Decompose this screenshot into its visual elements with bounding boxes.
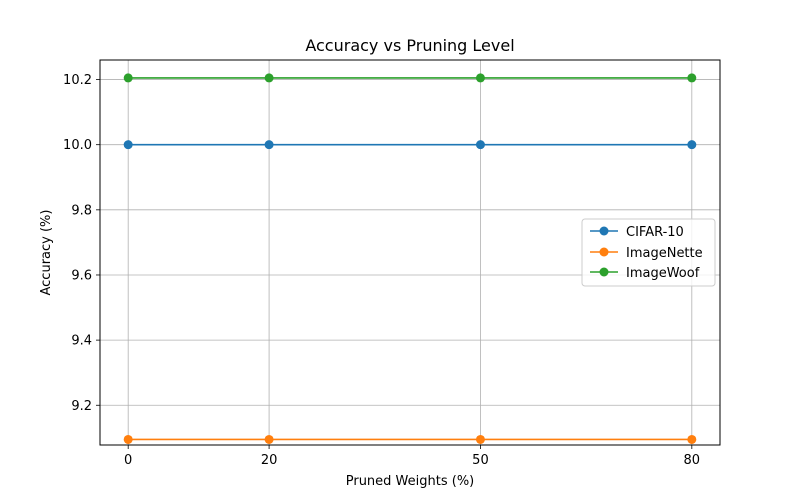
series-imagenette bbox=[123, 434, 697, 444]
y-tick-label: 10.2 bbox=[63, 73, 92, 88]
plot-frame bbox=[99, 59, 721, 446]
legend-box bbox=[581, 218, 716, 287]
series-group bbox=[123, 73, 697, 444]
x-tick-label: 20 bbox=[261, 453, 278, 468]
legend-label-cifar-10: CIFAR-10 bbox=[626, 225, 684, 240]
legend-label-imagenette: ImageNette bbox=[626, 246, 703, 261]
data-point-imagenette bbox=[475, 434, 485, 444]
data-point-imagewoof bbox=[123, 73, 133, 83]
y-tick-label: 10.0 bbox=[63, 138, 92, 153]
legend-marker-imagewoof bbox=[599, 267, 609, 277]
x-tick-label: 50 bbox=[472, 453, 489, 468]
legend: CIFAR-10 ImageNette ImageWoof bbox=[581, 218, 716, 287]
data-point-cifar-10 bbox=[475, 140, 485, 150]
x-axis-ticks: 0 20 50 80 bbox=[124, 445, 700, 468]
y-tick-label: 9.8 bbox=[71, 203, 92, 218]
y-tick-label: 9.2 bbox=[71, 399, 92, 414]
legend-entry-imagenette: ImageNette bbox=[590, 246, 703, 261]
y-tick-label: 9.4 bbox=[71, 334, 92, 349]
data-point-cifar-10 bbox=[264, 140, 274, 150]
legend-entry-cifar-10: CIFAR-10 bbox=[590, 225, 684, 240]
x-tick-label: 80 bbox=[684, 453, 701, 468]
data-point-imagenette bbox=[264, 434, 274, 444]
data-point-imagewoof bbox=[264, 73, 274, 83]
legend-label-imagewoof: ImageWoof bbox=[626, 266, 700, 281]
data-point-cifar-10 bbox=[123, 140, 133, 150]
chart-title: Accuracy vs Pruning Level bbox=[305, 36, 514, 55]
data-point-imagewoof bbox=[687, 73, 697, 83]
y-axis-ticks: 9.2 9.4 9.6 9.8 10.0 10.2 bbox=[63, 73, 100, 414]
x-tick-label: 0 bbox=[124, 453, 132, 468]
y-axis-label: Accuracy (%) bbox=[39, 210, 54, 296]
legend-marker-imagenette bbox=[599, 247, 609, 257]
legend-entry-imagewoof: ImageWoof bbox=[590, 266, 700, 281]
data-point-imagewoof bbox=[475, 73, 485, 83]
data-point-cifar-10 bbox=[687, 140, 697, 150]
legend-marker-cifar-10 bbox=[599, 226, 609, 236]
data-point-imagenette bbox=[123, 434, 133, 444]
x-axis-label: Pruned Weights (%) bbox=[346, 474, 475, 489]
series-cifar-10 bbox=[123, 140, 697, 150]
data-point-imagenette bbox=[687, 434, 697, 444]
y-tick-label: 9.6 bbox=[71, 268, 92, 283]
series-imagewoof bbox=[123, 73, 697, 83]
